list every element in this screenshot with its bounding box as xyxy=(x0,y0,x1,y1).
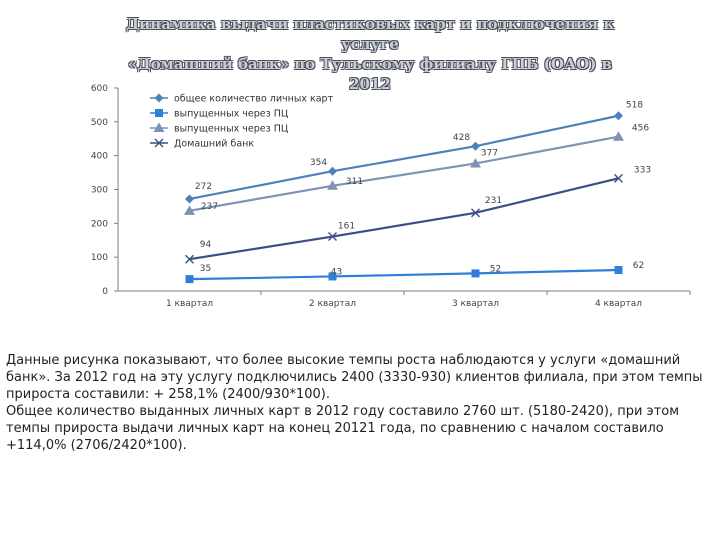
legend-label: выпущенных через ПЦ xyxy=(174,109,288,120)
data-point xyxy=(328,232,337,242)
x-tick-label: 4 квартал xyxy=(595,299,642,309)
data-label: 272 xyxy=(195,182,212,192)
data-label: 62 xyxy=(633,261,644,271)
x-tick-label: 1 квартал xyxy=(166,299,213,309)
data-point xyxy=(471,208,480,218)
data-point xyxy=(614,111,623,121)
data-label: 311 xyxy=(346,177,363,187)
data-label: 52 xyxy=(490,264,501,274)
data-point xyxy=(613,131,624,141)
data-label: 94 xyxy=(200,240,212,250)
y-tick-label: 500 xyxy=(91,118,108,128)
chart-title: Динамика выдачи пластиковых карт и подкл… xyxy=(120,14,620,94)
data-label: 456 xyxy=(632,124,649,134)
data-point xyxy=(327,180,338,190)
data-point xyxy=(184,205,195,215)
y-tick-label: 0 xyxy=(102,287,108,297)
chart-title-line-1: Динамика выдачи пластиковых карт и подкл… xyxy=(125,15,615,53)
y-tick-label: 100 xyxy=(91,253,108,263)
data-point xyxy=(471,269,480,278)
legend-marker xyxy=(153,122,165,132)
body-paragraph-1: Данные рисунка показывают, что более выс… xyxy=(6,353,703,402)
legend-label: выпущенных через ПЦ xyxy=(174,124,288,135)
data-point xyxy=(614,173,623,183)
series-line-4 xyxy=(189,177,619,261)
data-point xyxy=(328,166,337,176)
data-point xyxy=(185,275,194,284)
data-label: 231 xyxy=(485,196,502,206)
legend-marker xyxy=(154,138,164,148)
y-tick-label: 600 xyxy=(91,84,108,94)
x-tick-label: 2 квартал xyxy=(309,299,356,309)
legend-label: общее количество личных карт xyxy=(174,94,334,105)
data-point xyxy=(614,266,623,275)
data-label: 161 xyxy=(338,222,355,232)
data-label: 377 xyxy=(481,148,498,158)
x-tick-label: 3 квартал xyxy=(452,299,499,309)
data-label: 237 xyxy=(201,202,218,212)
series-line-3 xyxy=(189,135,619,212)
y-tick-label: 300 xyxy=(91,186,108,196)
legend-marker xyxy=(155,109,163,117)
data-point xyxy=(470,157,481,168)
data-point xyxy=(471,141,480,151)
legend-marker xyxy=(154,93,164,103)
data-point xyxy=(185,254,194,264)
data-label: 43 xyxy=(331,267,342,277)
data-label: 428 xyxy=(453,133,470,143)
data-point xyxy=(185,194,194,204)
data-label: 35 xyxy=(200,264,211,274)
data-label: 518 xyxy=(626,101,643,111)
y-tick-label: 400 xyxy=(91,152,108,162)
line-chart: 0 100 200 300 400 500 600 1 квартал 2 квартал 3 к… xyxy=(91,84,691,309)
series-line-2 xyxy=(189,268,619,281)
series-line-1 xyxy=(189,114,619,201)
legend-label: Домашний банк xyxy=(174,139,254,150)
data-label: 333 xyxy=(634,165,651,175)
y-tick-label: 200 xyxy=(91,219,108,229)
body-paragraph-2: Общее количество выданных личных карт в … xyxy=(6,404,680,453)
data-label: 354 xyxy=(310,158,327,168)
body-text: Данные рисунка показывают, что более выс… xyxy=(6,352,714,454)
chart-title-line-2: «Домашний банк» по Тульскому филиалу ГПБ… xyxy=(128,55,612,93)
data-point xyxy=(328,272,337,281)
